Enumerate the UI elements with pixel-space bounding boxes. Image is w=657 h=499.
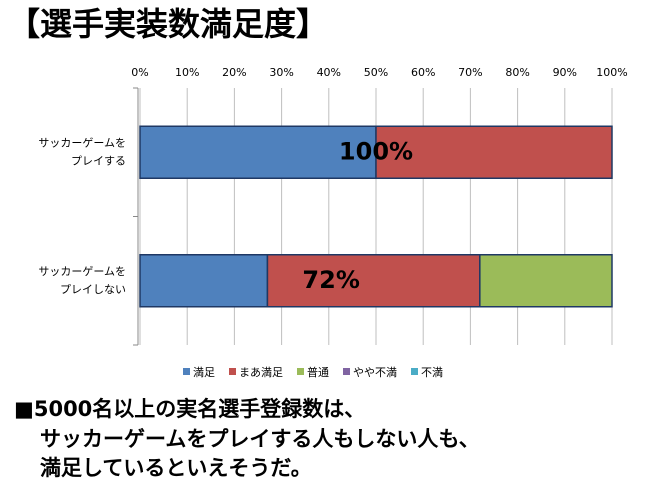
category-label: サッカーゲームを xyxy=(38,136,126,149)
footer-line: ■5000名以上の実名選手登録数は、 xyxy=(14,397,365,421)
category-label: プレイする xyxy=(71,154,126,167)
x-tick-label: 10% xyxy=(175,66,199,79)
bar-segment xyxy=(139,254,269,308)
x-tick-label: 70% xyxy=(458,66,482,79)
footer-line: サッカーゲームをプレイする人もしない人も、 xyxy=(40,427,480,451)
legend-swatch xyxy=(297,368,304,375)
x-tick-label: 60% xyxy=(411,66,435,79)
category-label: サッカーゲームを xyxy=(38,265,126,278)
legend-swatch xyxy=(183,368,190,375)
legend-label: 不満 xyxy=(421,366,443,379)
bar-segment xyxy=(266,254,481,308)
bar-segment xyxy=(375,125,613,179)
legend-swatch xyxy=(411,368,418,375)
x-tick-label: 90% xyxy=(553,66,577,79)
legend-swatch xyxy=(229,368,236,375)
x-tick-label: 80% xyxy=(505,66,529,79)
legend-label: まあ満足 xyxy=(239,366,283,379)
legend-swatch xyxy=(343,368,350,375)
x-tick-label: 0% xyxy=(131,66,148,79)
annotation: 72% xyxy=(302,266,359,294)
x-tick-label: 20% xyxy=(222,66,246,79)
x-tick-label: 50% xyxy=(364,66,388,79)
x-tick-label: 100% xyxy=(596,66,627,79)
chart-title: 【選手実装数満足度】 xyxy=(8,5,328,43)
x-tick-label: 30% xyxy=(269,66,293,79)
legend-label: 普通 xyxy=(307,365,329,379)
legend-label: 満足 xyxy=(193,366,215,379)
footer-line: 満足しているといえそうだ。 xyxy=(40,456,312,480)
annotation: 100% xyxy=(339,137,413,165)
legend-label: やや不満 xyxy=(353,366,397,379)
category-label: プレイしない xyxy=(60,283,126,296)
bar-segment xyxy=(139,125,377,179)
x-tick-label: 40% xyxy=(317,66,341,79)
bar-segment xyxy=(479,254,613,308)
